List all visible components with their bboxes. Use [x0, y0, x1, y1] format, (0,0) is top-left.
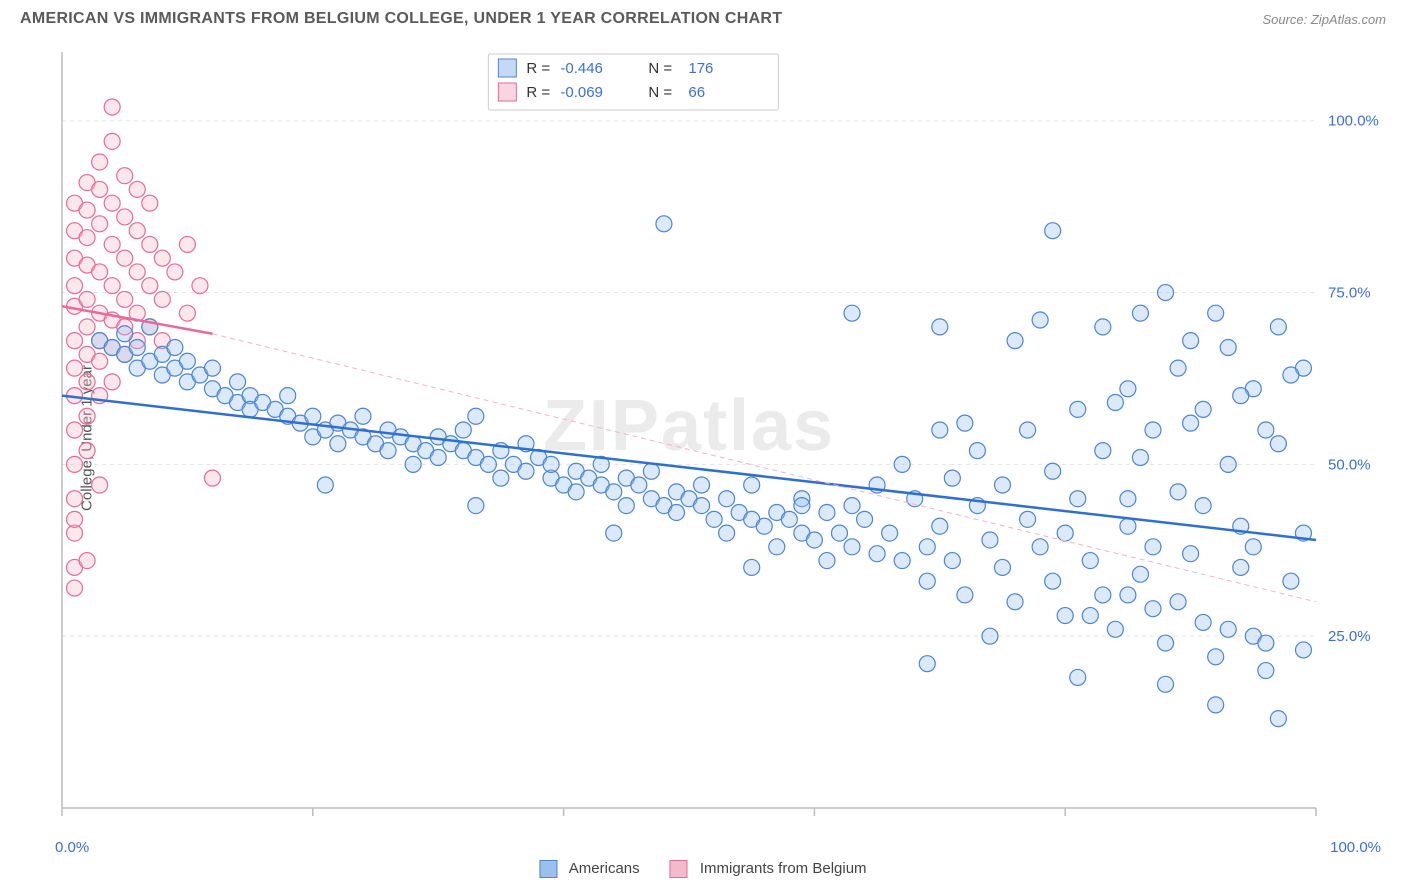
- x-axis-min: 0.0%: [55, 839, 89, 856]
- svg-text:R =: R =: [526, 84, 550, 101]
- chart-title: AMERICAN VS IMMIGRANTS FROM BELGIUM COLL…: [20, 10, 782, 28]
- svg-text:75.0%: 75.0%: [1328, 285, 1371, 302]
- chart-area: College, Under 1 year 25.0%50.0%75.0%100…: [20, 44, 1386, 832]
- x-axis-max: 100.0%: [1330, 839, 1381, 856]
- legend-item-americans: Americans: [539, 860, 639, 878]
- svg-text:66: 66: [688, 84, 705, 101]
- legend-swatch-blue: [539, 860, 557, 878]
- scatter-plot: 25.0% 50.0% 75.0% 100.0% ZIPatlas R = -0.446 N …: [20, 44, 1386, 832]
- legend-item-belgium: Immigrants from Belgium: [670, 860, 867, 878]
- svg-text:176: 176: [688, 60, 713, 77]
- svg-text:-0.446: -0.446: [560, 60, 603, 77]
- svg-text:ZIPatlas: ZIPatlas: [543, 386, 835, 466]
- svg-text:100.0%: 100.0%: [1328, 113, 1379, 130]
- legend-label-belgium: Immigrants from Belgium: [700, 860, 867, 877]
- legend-swatch-pink: [670, 860, 688, 878]
- source-label: Source: ZipAtlas.com: [1262, 12, 1386, 27]
- svg-text:25.0%: 25.0%: [1328, 628, 1371, 645]
- svg-text:N =: N =: [648, 60, 672, 77]
- svg-text:R =: R =: [526, 60, 550, 77]
- svg-text:50.0%: 50.0%: [1328, 456, 1371, 473]
- svg-text:N =: N =: [648, 84, 672, 101]
- legend-label-americans: Americans: [569, 860, 640, 877]
- legend-bottom: Americans Immigrants from Belgium: [539, 860, 866, 878]
- x-axis-labels: 0.0% 100.0%: [55, 839, 1381, 856]
- svg-text:-0.069: -0.069: [560, 84, 603, 101]
